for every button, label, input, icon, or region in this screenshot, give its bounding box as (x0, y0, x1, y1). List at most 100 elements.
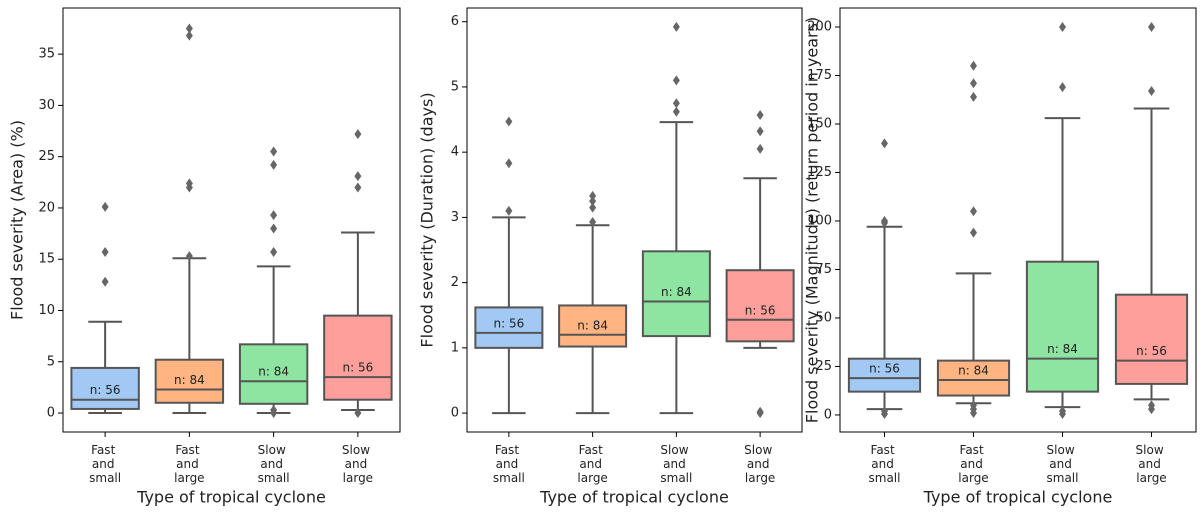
outlier (1059, 82, 1066, 93)
count-label: n: 56 (90, 383, 121, 397)
outlier (970, 60, 977, 71)
outlier (881, 215, 888, 226)
x-tick-label: Fast and large (958, 443, 988, 485)
outlier (270, 408, 278, 419)
outlier (185, 251, 193, 262)
y-tick-label: 100 (807, 213, 832, 228)
outlier (101, 276, 109, 287)
count-label: n: 56 (745, 303, 776, 317)
box (474, 306, 544, 349)
outlier (881, 406, 888, 417)
x-tick-label: Slow and small (258, 443, 290, 485)
x-tick-label: Slow and small (1047, 443, 1079, 485)
y-tick-label: 4 (451, 145, 459, 160)
outlier (270, 247, 278, 258)
x-axis-label: Type of tropical cyclone (136, 488, 326, 507)
axes-frame (466, 7, 803, 433)
outlier (505, 116, 513, 127)
x-axis-label: Type of tropical cyclone (923, 488, 1113, 507)
x-tick-label: Fast and small (493, 443, 525, 485)
outlier (1148, 86, 1155, 97)
count-label: n: 84 (174, 373, 205, 387)
outlier (672, 75, 680, 86)
y-tick-label: 25 (815, 359, 832, 374)
y-tick-label: 75 (815, 262, 832, 277)
count-label: n: 56 (343, 361, 374, 375)
x-tick-label: Slow and large (342, 443, 374, 485)
count-label: n: 84 (258, 365, 289, 379)
outlier (185, 178, 193, 189)
y-tick-label: 10 (38, 303, 55, 318)
outlier (589, 202, 597, 213)
y-tick-label: 25 (38, 149, 55, 164)
box (936, 359, 1011, 397)
outlier (1059, 22, 1066, 33)
y-tick-label: 0 (451, 406, 459, 421)
count-label: n: 84 (1047, 342, 1078, 356)
outlier (1148, 22, 1155, 33)
y-axis-label: Flood severity (Magnitude) (return perio… (803, 17, 822, 423)
outlier (756, 143, 764, 154)
outlier (270, 146, 278, 157)
y-tick-label: 150 (807, 116, 832, 131)
outlier (970, 206, 977, 217)
x-axis-label: Type of tropical cyclone (539, 488, 729, 507)
outlier (185, 30, 193, 41)
outlier (354, 408, 362, 419)
outlier (505, 205, 513, 216)
x-tick-label: Slow and large (1136, 443, 1168, 485)
x-tick-label: Fast and large (577, 443, 607, 485)
outlier (756, 126, 764, 137)
count-label: n: 56 (494, 316, 525, 330)
outlier (505, 158, 513, 169)
outlier (101, 247, 109, 258)
y-tick-label: 5 (47, 354, 55, 369)
outlier (881, 138, 888, 149)
axes-frame (62, 7, 401, 433)
axes-frame (839, 7, 1197, 433)
outlier (270, 210, 278, 221)
box (70, 366, 140, 410)
outlier (672, 98, 680, 109)
y-axis-label: Flood severity (Area) (%) (8, 120, 27, 320)
y-tick-label: 175 (807, 68, 832, 83)
y-tick-label: 3 (451, 210, 459, 225)
y-tick-label: 0 (824, 407, 832, 422)
outlier (589, 190, 597, 201)
y-tick-label: 15 (38, 252, 55, 267)
outlier (589, 216, 597, 227)
outlier (756, 406, 764, 417)
outlier (970, 400, 977, 411)
y-tick-label: 125 (807, 165, 832, 180)
y-tick-label: 50 (815, 310, 832, 325)
outlier (756, 109, 764, 120)
count-label: n: 56 (1136, 344, 1167, 358)
outlier (589, 196, 597, 207)
y-tick-label: 30 (38, 98, 55, 113)
outlier (354, 182, 362, 193)
outlier (672, 21, 680, 32)
outlier (354, 171, 362, 182)
y-axis-label: Flood severity (Duration) (days) (418, 92, 437, 347)
box (238, 343, 309, 405)
box (558, 304, 628, 348)
outlier (1148, 400, 1155, 411)
box (1114, 293, 1189, 385)
y-tick-label: 6 (451, 14, 459, 29)
y-tick-label: 200 (807, 20, 832, 35)
count-label: n: 84 (958, 364, 989, 378)
outlier (270, 159, 278, 170)
outlier (101, 201, 109, 212)
count-label: n: 84 (661, 285, 692, 299)
outlier (354, 129, 362, 140)
y-tick-label: 35 (38, 47, 55, 62)
y-tick-label: 2 (451, 275, 459, 290)
outlier (270, 223, 278, 234)
outlier (672, 106, 680, 117)
x-tick-label: Slow and large (744, 443, 776, 485)
x-tick-label: Slow and small (660, 443, 692, 485)
outlier (970, 91, 977, 102)
y-tick-label: 1 (451, 340, 459, 355)
box (641, 250, 711, 338)
